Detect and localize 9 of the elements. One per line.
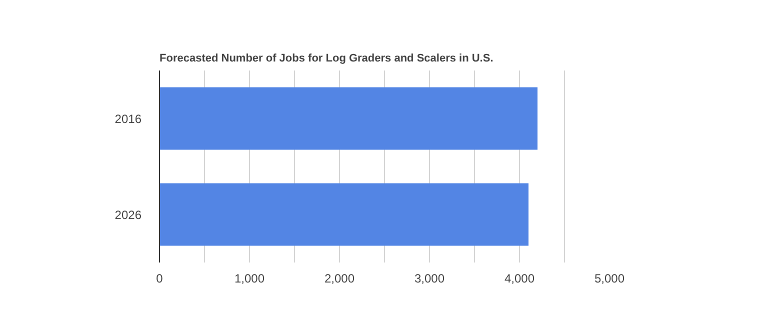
- x-tick-label: 5,000: [594, 272, 625, 286]
- y-tick-label: 2026: [114, 208, 142, 222]
- y-tick-label: 2016: [114, 112, 142, 126]
- x-tick-label: 3,000: [414, 272, 445, 286]
- x-tick-label: 2,000: [324, 272, 355, 286]
- x-tick-label: 4,000: [504, 272, 535, 286]
- x-tick-label: 0: [156, 272, 164, 286]
- text: 1,000: [234, 272, 265, 286]
- chart-title: Forecasted Number of Jobs for Log Graders and Scalers in U.S.: [160, 52, 494, 64]
